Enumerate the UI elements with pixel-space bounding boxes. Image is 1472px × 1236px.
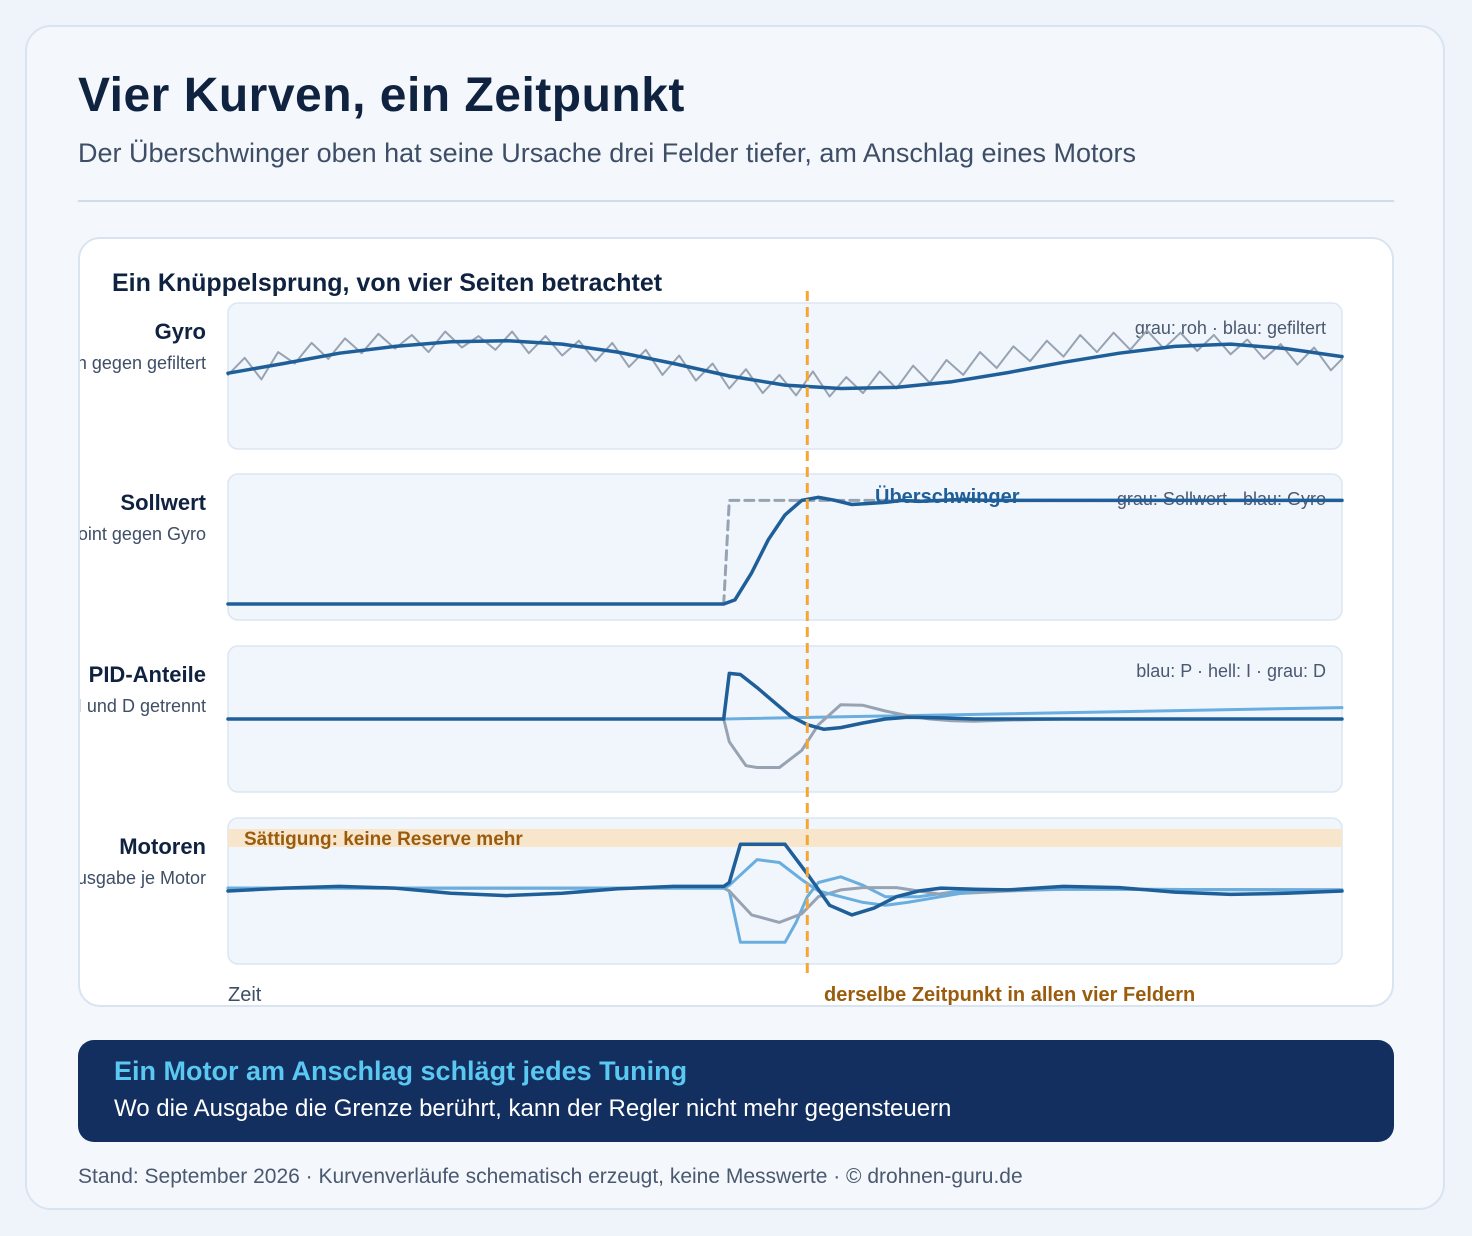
panel-title: Motoren	[119, 834, 206, 859]
callout-box: Ein Motor am Anschlag schlägt jedes Tuni…	[78, 1040, 1394, 1142]
saturation-band	[228, 829, 1342, 847]
saturation-label: Sättigung: keine Reserve mehr	[244, 829, 523, 850]
plot-area-2	[227, 473, 1343, 621]
callout-body: Wo die Ausgabe die Grenze berührt, kann …	[114, 1095, 952, 1122]
panel-subtitle: P, I und D getrennt	[80, 696, 206, 716]
series-line-2-2	[226, 495, 1344, 606]
page-title: Vier Kurven, ein Zeitpunkt	[78, 69, 685, 122]
panel-legend: grau: roh · blau: gefiltert	[1135, 318, 1326, 338]
panel-title: PID-Anteile	[89, 662, 206, 687]
panel-subtitle: Setpoint gegen Gyro	[80, 524, 206, 544]
callout-heading: Ein Motor am Anschlag schlägt jedes Tuni…	[114, 1056, 688, 1086]
chart-svg: Ein Knüppelsprung, von vier Seiten betra…	[80, 269, 1344, 1006]
overshoot-annotation: Überschwinger	[875, 485, 1020, 508]
divider	[78, 200, 1394, 202]
series-line-1-2	[226, 338, 1344, 391]
chart-panel: Ein Knüppelsprung, von vier Seiten betra…	[78, 237, 1394, 1007]
x-axis-label: Zeit	[228, 984, 262, 1006]
panel-legend: blau: P · hell: I · grau: D	[1136, 661, 1326, 681]
series-line-4-4	[226, 842, 1344, 917]
page-subtitle: Der Überschwinger oben hat seine Ursache…	[78, 138, 1137, 168]
marker-label: derselbe Zeitpunkt in allen vier Feldern	[824, 984, 1195, 1006]
series-line-3-3	[226, 671, 1344, 732]
chart-title: Ein Knüppelsprung, von vier Seiten betra…	[112, 269, 663, 297]
footer-note: Stand: September 2026 · Kurvenverläufe s…	[78, 1165, 1023, 1188]
panel-subtitle: roh gegen gefiltert	[80, 353, 206, 373]
panel-title: Gyro	[155, 319, 206, 344]
panel-title: Sollwert	[120, 490, 206, 515]
panel-subtitle: Ausgabe je Motor	[80, 868, 206, 888]
